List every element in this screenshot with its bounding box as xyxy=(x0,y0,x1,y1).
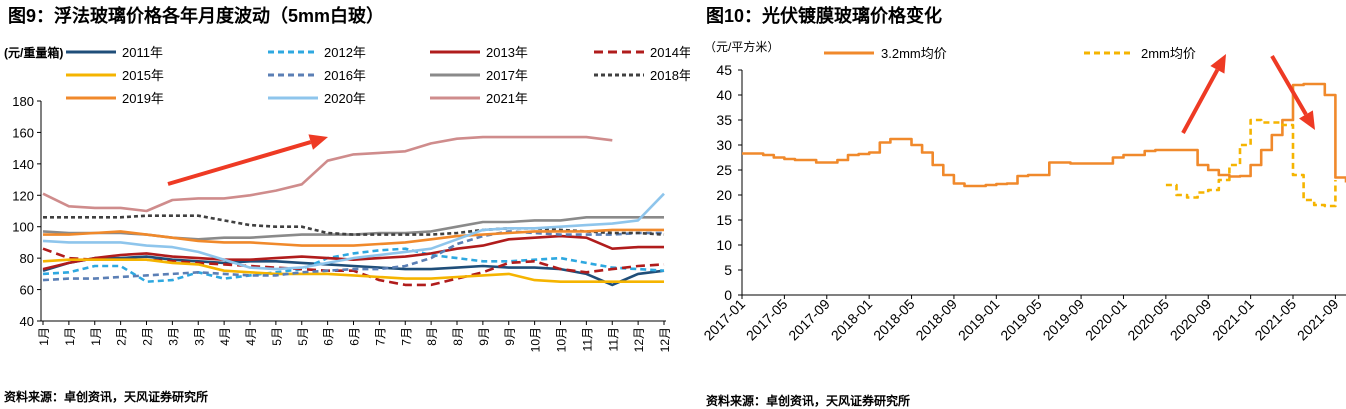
x-tick-label: 7月 xyxy=(373,327,387,346)
x-tick-label: 2月 xyxy=(115,327,129,346)
x-tick-label: 8月 xyxy=(425,327,439,346)
left-source-note: 资料来源：卓创资讯，天风证券研究所 xyxy=(4,390,209,404)
rise-arrow-head xyxy=(1210,54,1226,74)
y-tick-label: 5 xyxy=(724,262,732,278)
x-tick-label: 7月 xyxy=(399,327,413,346)
fall-arrow-shaft xyxy=(1270,54,1308,116)
series-line-2016年 xyxy=(42,230,664,282)
y-tick-label: 80 xyxy=(20,251,34,266)
x-tick-label: 2月 xyxy=(141,327,155,346)
x-tick-label: 11月 xyxy=(580,327,594,351)
x-tick-label: 2019-05 xyxy=(997,296,1045,344)
y-tick-label: 120 xyxy=(12,188,34,203)
x-tick-label: 12月 xyxy=(632,327,646,352)
y-tick-label: 45 xyxy=(716,62,732,78)
legend-label-2020年: 2020年 xyxy=(324,91,366,106)
x-tick-label: 2021-09 xyxy=(1294,296,1342,344)
x-tick-label: 2020-09 xyxy=(1167,296,1215,344)
y-tick-label: 20 xyxy=(716,187,732,203)
x-tick-label: 6月 xyxy=(322,327,336,346)
series-line-3.2mm均价 xyxy=(742,82,1346,188)
rise-arrow-shaft xyxy=(1181,68,1220,134)
float-glass-chart: (元/重量箱) 2011年 2012年 2013年 2014年 2015年 2016年 201… xyxy=(4,45,690,352)
legend-label-2019年: 2019年 xyxy=(122,91,164,106)
legend-label-2011年: 2011年 xyxy=(122,45,163,60)
series-line-2018年 xyxy=(43,214,665,236)
x-tick-label: 2021-01 xyxy=(1209,296,1257,344)
x-tick-label: 2020-05 xyxy=(1124,296,1172,344)
x-tick-label: 5月 xyxy=(296,327,310,346)
x-tick-label: 2017-09 xyxy=(785,296,833,344)
x-tick-label: 2018-09 xyxy=(912,296,960,344)
pv-glass-chart: （元/平方米） 3.2mm均价 2mm均价 0 5 10 15 20 25 30 35 40 45 201… xyxy=(700,39,1346,344)
legend-label-3.2mm均价: 3.2mm均价 xyxy=(881,46,947,61)
x-tick-label: 12月 xyxy=(658,327,672,352)
x-tick-label: 2019-01 xyxy=(955,296,1003,344)
x-tick-label: 9月 xyxy=(477,327,491,346)
legend-label-2012年: 2012年 xyxy=(324,45,366,60)
legend-label-2017年: 2017年 xyxy=(486,68,528,83)
x-tick-label: 1月 xyxy=(37,327,51,346)
y-tick-label: 0 xyxy=(724,287,732,303)
y-tick-label: 100 xyxy=(12,220,34,235)
trend-up-arrow-shaft xyxy=(167,140,312,186)
x-tick-label: 3月 xyxy=(192,327,206,346)
x-tick-label: 2018-01 xyxy=(828,296,876,344)
legend-label-2021年: 2021年 xyxy=(486,91,528,106)
y-tick-label: 30 xyxy=(716,137,732,153)
legend-label-2mm均价: 2mm均价 xyxy=(1141,46,1196,61)
x-tick-label: 2018-05 xyxy=(870,296,918,344)
x-tick-label: 1月 xyxy=(63,327,77,346)
x-tick-label: 3月 xyxy=(166,327,180,346)
series-line-2013年 xyxy=(42,234,664,271)
fall-arrow-head xyxy=(1299,110,1315,130)
legend-label-2018年: 2018年 xyxy=(650,68,690,83)
x-tick-label: 5月 xyxy=(270,327,284,346)
series-line-2012年 xyxy=(42,247,665,284)
series-line-2019年 xyxy=(43,228,664,247)
x-tick-label: 4月 xyxy=(218,327,232,346)
x-tick-label: 9月 xyxy=(503,327,517,346)
left-chart-title: 图9：浮法玻璃价格各年月度波动（5mm白玻） xyxy=(8,6,385,26)
y-tick-label: 15 xyxy=(716,212,732,228)
x-tick-label: 10月 xyxy=(529,327,543,352)
y-tick-label: 35 xyxy=(716,112,732,128)
y-tick-label: 60 xyxy=(20,283,34,298)
trend-up-arrow-head xyxy=(308,134,328,150)
x-tick-label: 8月 xyxy=(451,327,465,346)
y-tick-label: 180 xyxy=(12,94,34,109)
x-tick-label: 1月 xyxy=(89,327,103,346)
legend-label-2013年: 2013年 xyxy=(486,45,528,60)
y-tick-label: 25 xyxy=(716,162,732,178)
x-tick-label: 4月 xyxy=(244,327,258,346)
series-line-2021年 xyxy=(42,135,613,213)
y-tick-label: 140 xyxy=(12,157,34,172)
y-axis-unit-label: (元/重量箱) xyxy=(4,45,63,60)
series-line-2mm均价 xyxy=(1165,118,1337,208)
y-axis-unit-label: （元/平方米） xyxy=(704,39,779,54)
x-tick-label: 2020-01 xyxy=(1082,296,1130,344)
legend-label-2015年: 2015年 xyxy=(122,68,164,83)
x-tick-label: 2017-05 xyxy=(743,296,791,344)
right-chart-title: 图10：光伏镀膜玻璃价格变化 xyxy=(706,6,943,26)
y-tick-label: 160 xyxy=(12,125,34,140)
right-source-note: 资料来源：卓创资讯，天风证券研究所 xyxy=(706,394,911,408)
series-line-2020年 xyxy=(42,192,665,271)
x-tick-label: 2019-09 xyxy=(1040,296,1088,344)
x-tick-label: 10月 xyxy=(555,327,569,352)
y-tick-label: 40 xyxy=(20,314,34,329)
x-tick-label: 6月 xyxy=(348,327,362,346)
legend-label-2016年: 2016年 xyxy=(324,68,366,83)
x-tick-label: 2021-05 xyxy=(1251,296,1299,344)
y-tick-label: 10 xyxy=(716,237,732,253)
series-line-2015年 xyxy=(42,258,664,284)
y-tick-label: 40 xyxy=(716,87,732,103)
legend-label-2014年: 2014年 xyxy=(650,45,690,60)
x-tick-label: 11月 xyxy=(606,327,620,351)
